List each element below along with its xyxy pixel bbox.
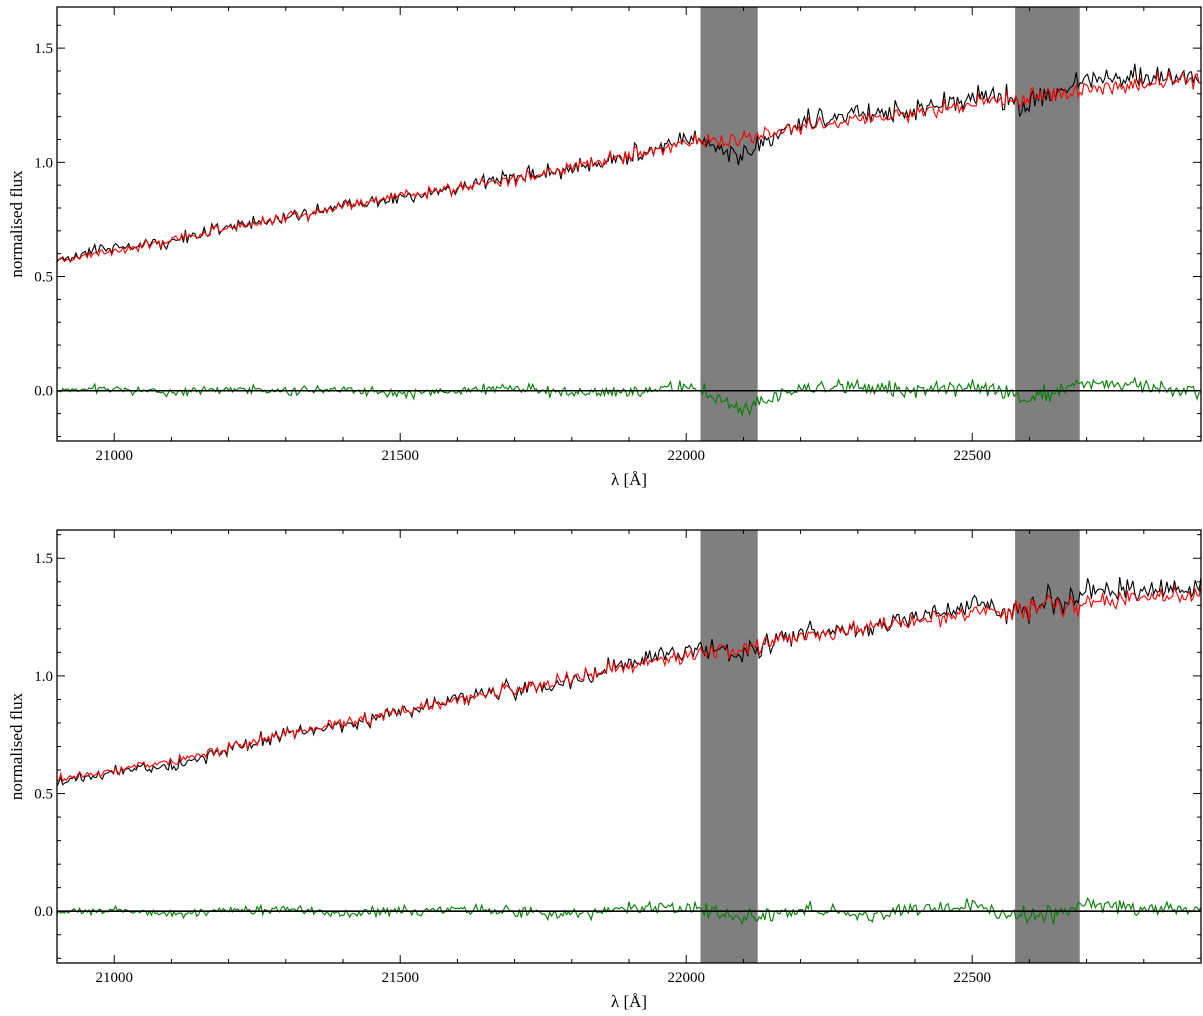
y-tick-label: 1.0 <box>34 155 53 171</box>
spectrum-panel-bottom: 21000 21500 22000 22500 0.0 0.5 1.0 1.5 λ [Å] nor… <box>7 529 1202 1011</box>
y-tick-label: 1.5 <box>34 41 53 57</box>
spectrum-panel-top: 21000 21500 22000 22500 0.0 0.5 1.0 1.5 λ [Å] nor… <box>7 6 1202 489</box>
x-tick-label: 21500 <box>381 448 419 464</box>
x-tick-label: 21000 <box>95 448 133 464</box>
x-tick-label: 21500 <box>381 970 419 986</box>
plot-area <box>57 530 1201 963</box>
x-tick-label: 22000 <box>667 448 705 464</box>
y-tick-label: 0.5 <box>34 787 53 803</box>
x-axis-title: λ [Å] <box>611 992 647 1011</box>
x-tick-label: 22500 <box>953 970 991 986</box>
y-tick-label: 0.0 <box>34 384 53 400</box>
masked-region-1 <box>700 7 758 441</box>
model-spectrum-line <box>57 70 1201 263</box>
model-spectrum-line <box>57 584 1201 783</box>
masked-region-2 <box>1015 7 1080 441</box>
y-tick-label: 0.5 <box>34 270 53 286</box>
x-axis-title: λ [Å] <box>611 470 647 489</box>
y-tick-label: 0.0 <box>34 904 53 920</box>
y-axis-title: normalised flux <box>7 170 26 278</box>
x-tick-label: 21000 <box>95 970 133 986</box>
masked-region-1 <box>700 530 758 963</box>
y-tick-label: 1.0 <box>34 669 53 685</box>
y-axis-title: normalised flux <box>7 692 26 800</box>
plot-area <box>57 7 1201 441</box>
observed-spectrum-line <box>57 63 1201 264</box>
x-tick-label: 22000 <box>667 970 705 986</box>
y-tick-label: 1.5 <box>34 551 53 567</box>
x-tick-label: 22500 <box>953 448 991 464</box>
